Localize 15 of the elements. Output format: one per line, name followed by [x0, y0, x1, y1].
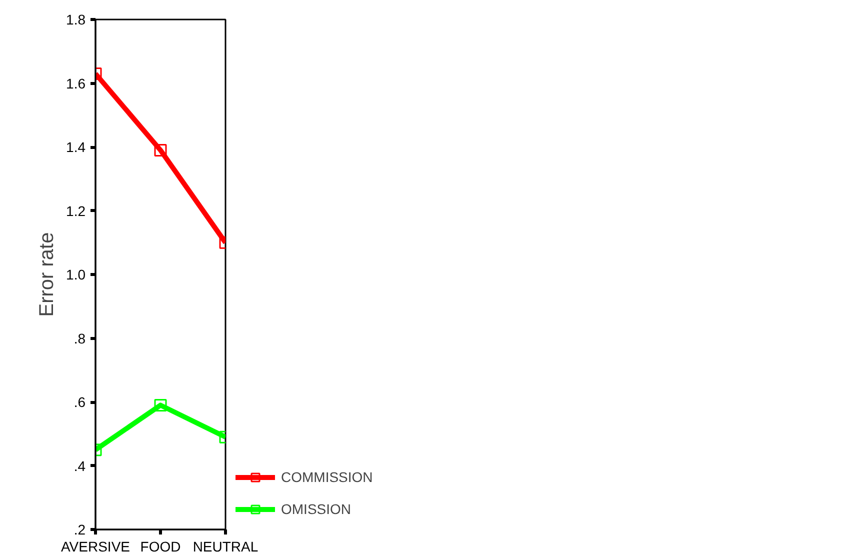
x-tick-label: NEUTRAL	[192, 538, 258, 554]
y-tick-label: 1.6	[66, 75, 86, 92]
y-axis-title: Error rate	[36, 232, 58, 317]
y-tick-label: .2	[74, 522, 86, 538]
y-tick-label: .4	[74, 458, 86, 474]
y-tick-label: .8	[74, 330, 86, 346]
y-tick-label: .6	[74, 394, 86, 410]
y-tick-label: 1.8	[66, 12, 86, 28]
x-tick-label: AVERSIVE	[61, 538, 130, 554]
x-tick-label: FOOD	[140, 538, 181, 554]
y-tick-label: 1.2	[66, 202, 86, 219]
y-tick-label: 1.0	[66, 266, 86, 282]
legend-label: COMMISSION	[281, 469, 373, 485]
y-tick-label: 1.4	[66, 139, 86, 155]
legend-label: OMISSION	[281, 501, 352, 517]
